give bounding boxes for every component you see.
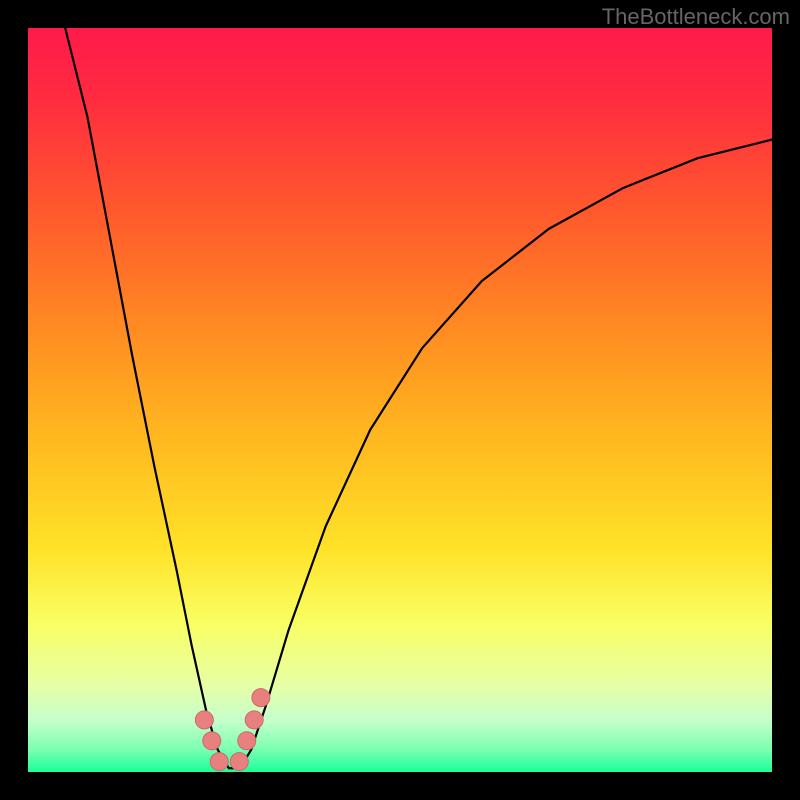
plot-background [28,28,772,772]
curve-marker [252,689,270,707]
curve-marker [210,753,228,771]
curve-marker [203,732,221,750]
curve-marker [238,732,256,750]
chart-container: TheBottleneck.com [0,0,800,800]
chart-svg [0,0,800,800]
curve-marker [230,753,248,771]
watermark-label: TheBottleneck.com [602,4,790,30]
curve-marker [195,711,213,729]
curve-marker [245,711,263,729]
